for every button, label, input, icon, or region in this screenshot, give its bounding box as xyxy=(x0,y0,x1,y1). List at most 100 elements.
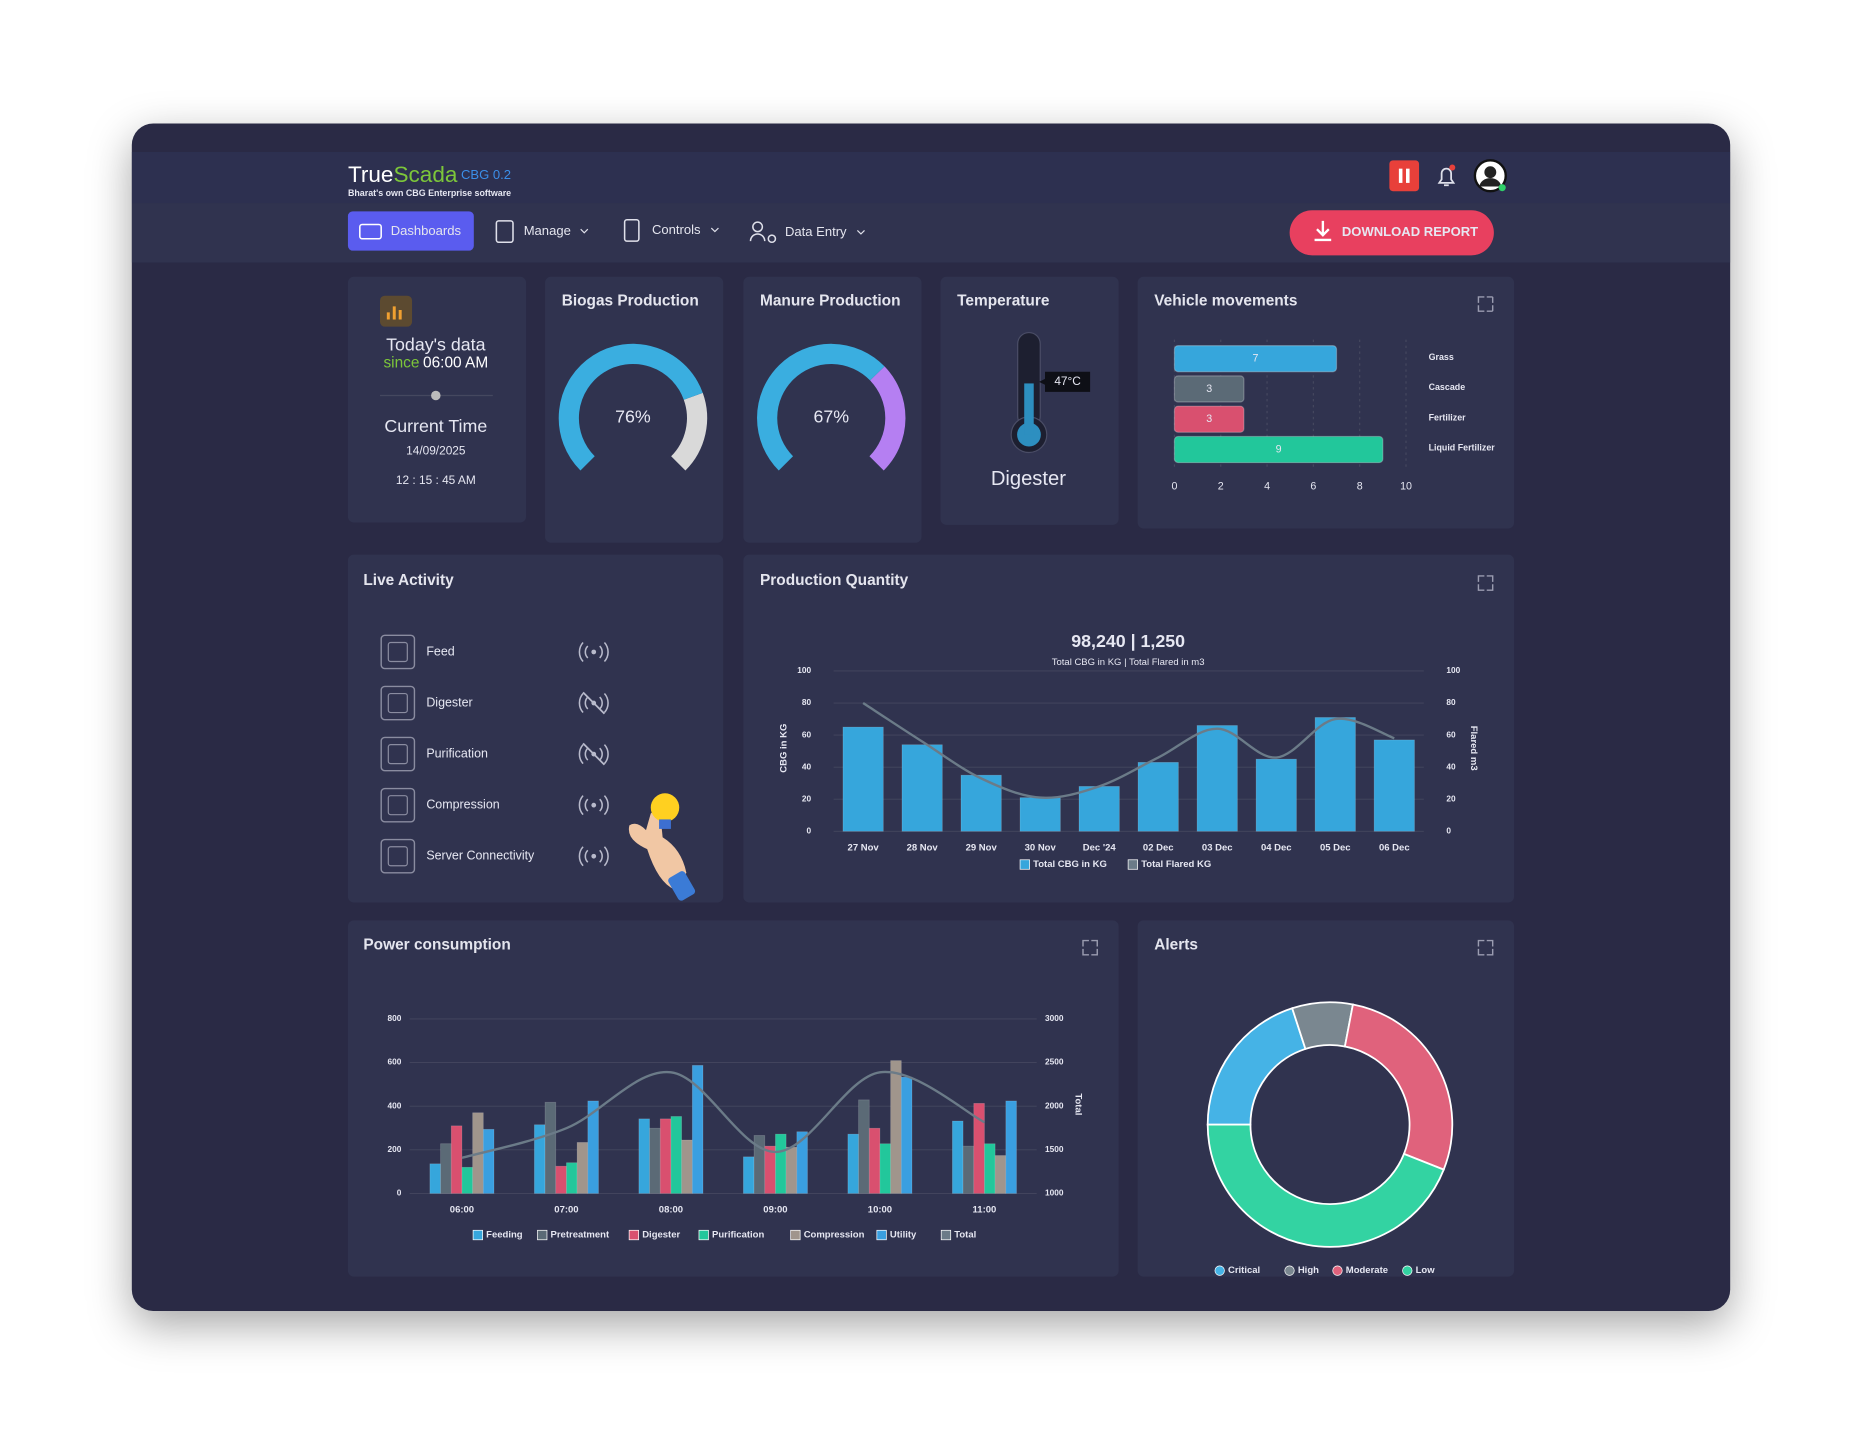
nav-item[interactable]: Dashboards xyxy=(391,223,462,238)
tagline: Bharat's own CBG Enterprise software xyxy=(348,188,511,198)
value-label: 47°C xyxy=(1054,374,1081,388)
legend-label: Low xyxy=(1416,1265,1436,1276)
activity-label: Server Connectivity xyxy=(426,849,535,863)
y-tick-label: 100 xyxy=(797,665,811,675)
card-title: Power consumption xyxy=(363,936,510,953)
bar-label: 7 xyxy=(1253,352,1259,364)
gauge-card xyxy=(545,276,724,543)
nav-item[interactable]: Data Entry xyxy=(785,224,847,239)
y2-tick-label: 60 xyxy=(1446,729,1456,739)
legend-swatch xyxy=(1127,859,1138,870)
activity-icon xyxy=(380,634,416,670)
y-tick-label: 200 xyxy=(388,1144,402,1154)
download-label[interactable]: DOWNLOAD REPORT xyxy=(1342,224,1478,239)
bar xyxy=(587,1100,599,1194)
gauge-track xyxy=(869,366,906,471)
bar xyxy=(1137,761,1179,832)
online-dot xyxy=(1498,184,1506,192)
y-tick-label: 600 xyxy=(388,1057,402,1067)
bar xyxy=(482,1128,495,1194)
legend-swatch xyxy=(1284,1265,1295,1276)
y-tick-label: 0 xyxy=(806,825,811,835)
bar xyxy=(670,1116,682,1194)
expand-icons[interactable] xyxy=(1082,296,1494,956)
value-callout xyxy=(1039,371,1091,392)
legend-swatch xyxy=(1332,1265,1343,1276)
legend-swatch xyxy=(1214,1265,1225,1276)
category-label: Cascade xyxy=(1429,382,1466,392)
bar xyxy=(544,1101,557,1194)
legend-swatch xyxy=(1402,1265,1413,1276)
nav-item[interactable]: Manage xyxy=(524,223,571,238)
bar xyxy=(691,1065,704,1194)
nav-icon xyxy=(495,220,514,244)
subtitle: Total CBG in KG | Total Flared in m3 xyxy=(1052,657,1205,668)
divider-dot xyxy=(431,390,441,401)
avatar-body xyxy=(1479,178,1501,187)
activity-label: Purification xyxy=(426,746,488,760)
status-waves xyxy=(578,641,609,662)
bar xyxy=(1255,758,1297,832)
x-tick-label: 0 xyxy=(1171,481,1177,493)
power-card xyxy=(347,920,1119,1277)
x-tick-label: 04 Dec xyxy=(1261,842,1292,853)
bar xyxy=(1173,375,1245,403)
status-dot xyxy=(591,802,597,808)
bar xyxy=(984,1143,996,1194)
legend-swatch xyxy=(537,1229,548,1241)
y2-tick-label: 100 xyxy=(1446,665,1460,675)
y2-tick-label: 2500 xyxy=(1045,1057,1064,1067)
y2-tick-label: 20 xyxy=(1446,793,1456,803)
activity-icon xyxy=(380,685,416,721)
y-tick-label: 60 xyxy=(802,729,812,739)
bar xyxy=(440,1143,452,1194)
y-axis-label: CBG in KG xyxy=(778,724,789,773)
line xyxy=(862,702,1395,799)
bar xyxy=(576,1142,589,1194)
notification-dot xyxy=(1449,164,1456,171)
x-tick-label: 11:00 xyxy=(973,1205,997,1216)
y2-tick-label: 80 xyxy=(1446,697,1456,707)
bar xyxy=(900,1076,913,1194)
legend-swatch xyxy=(940,1229,952,1241)
nav-active[interactable] xyxy=(347,211,474,251)
sleeve xyxy=(668,871,696,901)
x-tick-label: 2 xyxy=(1218,481,1224,493)
bar xyxy=(890,1060,902,1194)
category-label: Fertilizer xyxy=(1429,412,1467,422)
y2-tick-label: 40 xyxy=(1446,761,1456,771)
today-icon xyxy=(380,295,413,327)
bar xyxy=(743,1156,755,1194)
today-title: Today's data xyxy=(386,334,485,354)
bar xyxy=(785,1146,798,1194)
bar xyxy=(952,1120,964,1194)
bar xyxy=(659,1118,672,1194)
bar-label: 3 xyxy=(1206,413,1212,425)
current-time-label: Current Time xyxy=(384,416,487,436)
nav-item[interactable]: Controls xyxy=(652,222,701,237)
nav-icon xyxy=(359,223,382,240)
status-dot xyxy=(591,649,597,655)
bar xyxy=(1005,1100,1017,1194)
gauge-card xyxy=(743,276,922,543)
status-dot xyxy=(591,853,597,859)
x-tick-label: 27 Nov xyxy=(848,842,880,853)
bar xyxy=(681,1139,693,1194)
x-tick-label: 30 Nov xyxy=(1025,842,1057,853)
x-tick-label: 28 Nov xyxy=(907,842,939,853)
card-title: Manure Production xyxy=(760,293,901,310)
activity-icon-inner xyxy=(387,744,408,765)
bar xyxy=(1173,344,1338,373)
x-tick-label: 10 xyxy=(1400,481,1412,493)
activity-label: Compression xyxy=(426,797,499,811)
bulb xyxy=(650,793,680,822)
nav-icon xyxy=(749,233,766,242)
bar xyxy=(649,1127,661,1194)
x-tick-label: 06 Dec xyxy=(1379,842,1410,853)
y2-tick-label: 3000 xyxy=(1045,1013,1064,1023)
legend-label: Total Flared KG xyxy=(1141,859,1211,870)
download-button[interactable] xyxy=(1289,210,1494,256)
legend-label: Total xyxy=(954,1230,976,1241)
bell-icon[interactable] xyxy=(1437,167,1456,187)
pause-button[interactable] xyxy=(1389,160,1420,192)
